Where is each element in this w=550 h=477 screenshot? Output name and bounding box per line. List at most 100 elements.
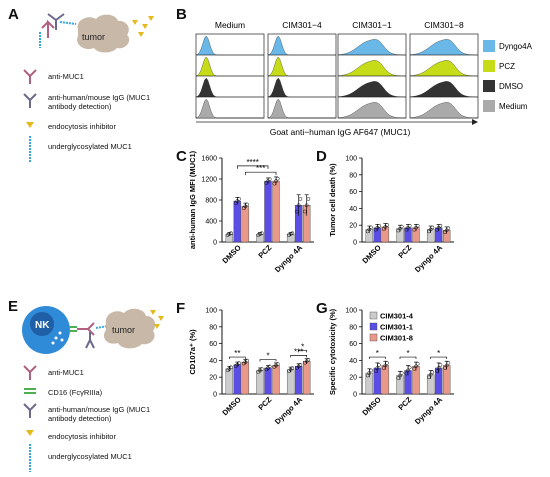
data-point [298, 362, 303, 367]
tumor-label: tumor [82, 32, 105, 42]
histogram-column-title: CIM301−4 [282, 20, 322, 30]
y-tick-label: 100 [345, 308, 357, 315]
x-category-label: Dyngo 4A [273, 395, 305, 427]
y-tick-label: 1600 [201, 156, 217, 163]
legend-e-text-3: endocytosis inhibitor [48, 432, 116, 441]
significance-bracket [298, 349, 308, 353]
legend-label: Medium [499, 102, 528, 111]
data-point [237, 196, 241, 201]
legend-e-text-4: underglycosylated MUC1 [48, 452, 132, 461]
bar [233, 364, 242, 395]
anti-muc1-antibody-icon [23, 69, 37, 84]
y-tick-label: 80 [209, 324, 217, 331]
y-tick-label: 40 [349, 206, 357, 213]
significance-label: **** [246, 158, 258, 167]
data-point [407, 365, 412, 370]
y-tick-label: 100 [205, 308, 217, 315]
y-tick-label: 0 [213, 240, 217, 247]
legend-a-text-3: underglycosylated MUC1 [48, 142, 132, 151]
cd16-receptor-icon [69, 326, 77, 332]
legend-swatch [369, 322, 378, 331]
panel-e-schematic: NK tumor [22, 306, 164, 354]
data-point [446, 226, 451, 231]
legend-a-text-0: anti-MUC1 [48, 72, 84, 81]
significance-label: *** [294, 347, 303, 356]
flow-histogram-grid: Medium CIM301−4 CIM301−1 CIM301−8 Goat anti−… [195, 20, 533, 137]
data-point [415, 223, 420, 228]
panel-letter-f: F [176, 300, 186, 317]
significance-bracket [430, 356, 448, 360]
data-point [375, 366, 380, 370]
data-point [245, 358, 249, 363]
histogram-curve [267, 98, 336, 119]
histogram-curve [337, 102, 407, 119]
endocytosis-inhibitor-icon [150, 310, 164, 329]
bar [302, 361, 311, 395]
data-point [443, 366, 447, 370]
data-point [296, 203, 301, 208]
legend-swatch [483, 40, 495, 52]
significance-label: * [376, 349, 379, 358]
bar [264, 180, 272, 243]
histogram-curve [195, 35, 264, 56]
x-category-label: DMSO [220, 243, 242, 265]
data-point [446, 361, 451, 365]
significance-bracket [259, 359, 277, 362]
antibody-complex-icon [77, 322, 109, 349]
data-point [407, 223, 412, 228]
y-tick-label: 0 [353, 240, 357, 247]
legend-swatch [483, 100, 495, 112]
x-category-label: Dyngo 4A [273, 243, 305, 275]
significance-bracket [244, 171, 277, 176]
data-point [274, 179, 278, 183]
histogram-column-title: Medium [215, 20, 245, 30]
data-point [412, 366, 417, 371]
data-point [298, 197, 303, 201]
y-axis-label: Tumor cell death (%) [328, 163, 337, 237]
y-tick-label: 40 [349, 358, 357, 365]
histogram-curve [195, 77, 264, 98]
endocytosis-inhibitor-icon [26, 122, 34, 128]
data-point [306, 197, 311, 201]
data-point [295, 209, 299, 214]
data-point [369, 225, 373, 230]
bar [442, 365, 451, 395]
panel-a-legend-icons [23, 69, 37, 162]
legend-label: DMSO [499, 82, 523, 91]
significance-label: * [301, 342, 304, 351]
data-point [399, 224, 404, 229]
histogram-curve [409, 39, 479, 56]
histogram-column-title: CIM301−8 [424, 20, 464, 30]
legend-label: Dyngo4A [499, 42, 533, 51]
histogram-curve [337, 60, 407, 77]
bar [233, 200, 242, 243]
panel-letter-g: G [316, 300, 328, 317]
nk-label: NK [35, 320, 50, 331]
data-point [377, 363, 381, 367]
histogram-curve [409, 60, 479, 77]
data-point [430, 370, 435, 375]
histogram-curve [195, 98, 264, 119]
chart-c-muc1-mfi: 0 400 800 1200 1600 anti-human IgG MFI (MUC1)… [188, 150, 314, 275]
data-point [229, 231, 233, 236]
legend-swatch [483, 60, 495, 72]
x-category-label: DMSO [220, 395, 242, 417]
legend-e-text-0: anti-MUC1 [48, 368, 84, 377]
cd16-receptor-icon [24, 388, 36, 390]
data-point [398, 373, 402, 378]
bar [294, 366, 303, 395]
anti-muc1-antibody-icon [23, 365, 37, 380]
y-tick-label: 20 [209, 375, 217, 382]
x-category-label: DMSO [360, 243, 382, 265]
panel-letter-d: D [316, 148, 327, 165]
histogram-curve [409, 102, 479, 119]
y-tick-label: 20 [349, 375, 357, 382]
y-tick-label: 100 [345, 156, 357, 163]
y-tick-label: 800 [205, 198, 217, 205]
bar [286, 369, 295, 395]
y-tick-label: 80 [349, 324, 357, 331]
data-point [306, 357, 311, 362]
bar [256, 370, 264, 395]
y-tick-label: 400 [205, 219, 217, 226]
